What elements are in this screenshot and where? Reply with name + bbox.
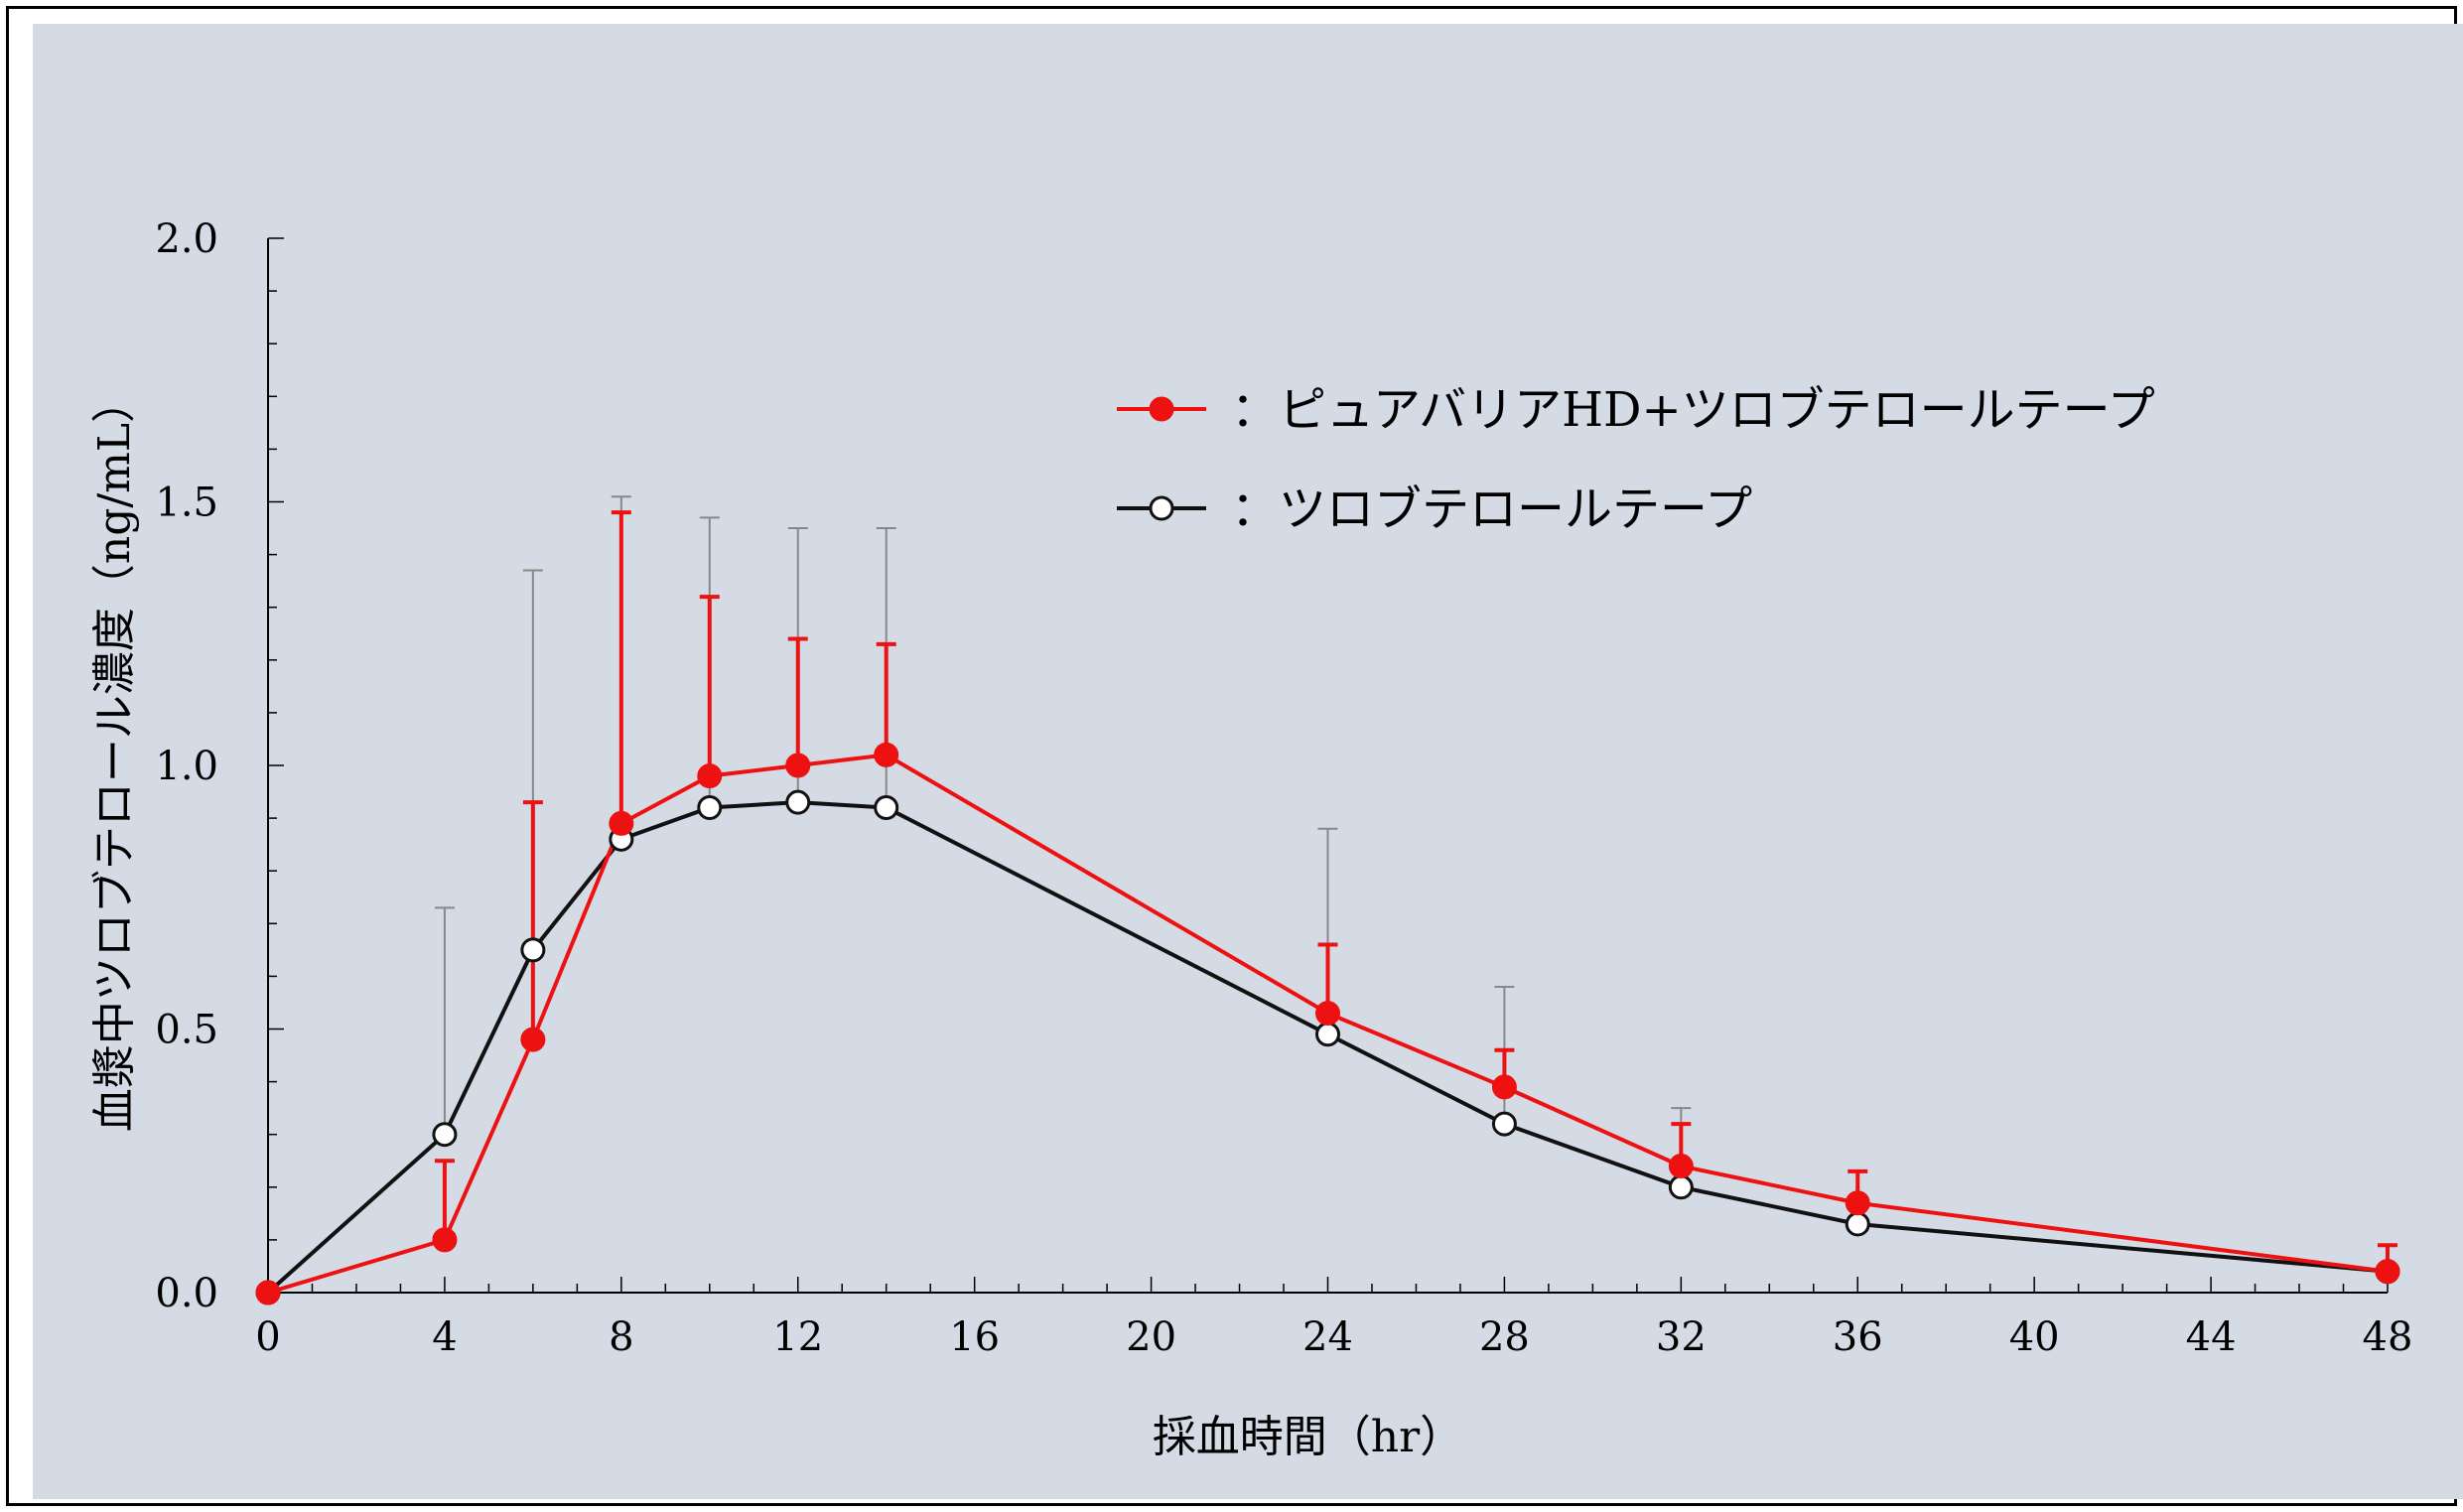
x-axis-title: 採血時間（hr） [1153, 1412, 1463, 1462]
data-point-tape [785, 789, 811, 815]
data-point-hd [1845, 1190, 1870, 1216]
data-point-hd [1491, 1074, 1517, 1100]
y-tick-label: 1.0 [155, 744, 218, 789]
data-point-hd [520, 1027, 546, 1052]
data-point-tape [1491, 1111, 1517, 1137]
x-tick-label: 24 [1302, 1314, 1353, 1360]
y-axis-title: 血漿中ツロブテロール濃度（ng/mL） [89, 379, 140, 1132]
data-point-hd [697, 763, 723, 789]
data-point-hd [609, 810, 634, 836]
x-tick-label: 12 [772, 1314, 823, 1360]
series-lines [266, 753, 2389, 1295]
x-tick-label: 36 [1833, 1314, 1883, 1360]
data-point-tape [520, 937, 546, 963]
y-tick-label: 2.0 [155, 216, 218, 262]
x-tick-label: 48 [2363, 1314, 2413, 1360]
plot-background [33, 24, 2463, 1499]
x-tick-label: 4 [432, 1314, 457, 1360]
legend-marker-tape [1149, 495, 1174, 521]
legend-label-tape: ：ツロブテロールテープ [1231, 481, 1752, 537]
data-point-hd [785, 753, 811, 778]
data-point-tape [432, 1122, 458, 1148]
series-line-hd [267, 753, 2389, 1295]
y-tick-label: 1.5 [155, 481, 218, 526]
data-point-hd [255, 1280, 281, 1306]
data-point-hd [1668, 1154, 1694, 1179]
data-point-hd [1315, 1001, 1340, 1027]
data-point-hd [2375, 1259, 2400, 1285]
y-tick-label: 0.0 [155, 1271, 218, 1316]
x-tick-label: 44 [2186, 1314, 2237, 1360]
data-point-hd [432, 1227, 458, 1253]
x-tick-label: 28 [1479, 1314, 1530, 1360]
data-point-tape [697, 794, 723, 820]
data-point-hd [874, 742, 899, 767]
x-tick-label: 20 [1126, 1314, 1176, 1360]
data-point-tape [874, 794, 899, 820]
data-point-tape [1315, 1022, 1340, 1047]
error-bars [434, 495, 2397, 1272]
y-tick-label: 0.5 [155, 1008, 218, 1053]
legend: ：ピュアバリアHD+ツロブテロールテープ ：ツロブテロールテープ [1117, 382, 2155, 537]
legend-label-hd: ：ピュアバリアHD+ツロブテロールテープ [1231, 382, 2155, 438]
data-point-tape [1668, 1174, 1694, 1200]
series-markers [255, 742, 2400, 1306]
legend-marker-hd [1149, 396, 1174, 422]
axis-ticks: 0 4 8 12 16 20 24 28 32 36 40 44 480.00.51.01.52.0 [155, 216, 2412, 1360]
data-point-tape [1845, 1211, 1870, 1237]
x-tick-label: 0 [255, 1314, 280, 1360]
x-tick-label: 16 [949, 1314, 1000, 1360]
x-tick-label: 8 [609, 1314, 633, 1360]
series-line-tape [266, 800, 2389, 1295]
x-tick-label: 32 [1656, 1314, 1707, 1360]
x-tick-label: 40 [2009, 1314, 2060, 1360]
